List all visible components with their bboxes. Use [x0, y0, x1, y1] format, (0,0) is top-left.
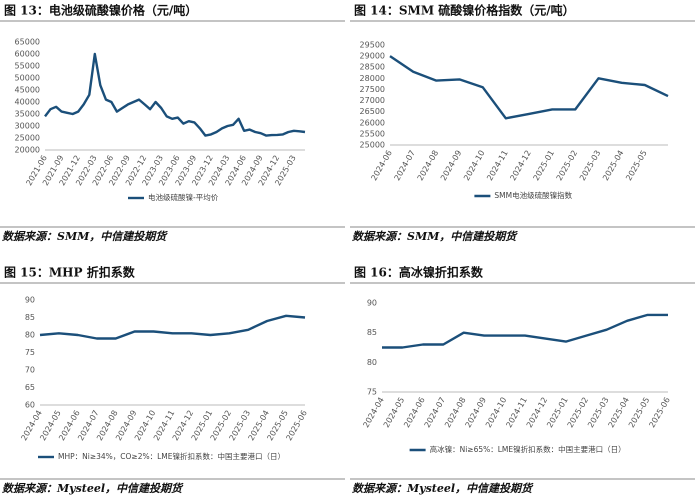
x-tick-label: 2025-04: [601, 149, 626, 182]
y-tick-label: 26500: [360, 107, 385, 116]
y-tick-label: 85: [367, 328, 377, 337]
chart-title: 图 15：MHP 折扣系数: [4, 265, 136, 280]
x-tick-label: 2024-12: [508, 149, 533, 182]
y-tick-label: 28000: [360, 74, 385, 83]
y-tick-label: 65000: [15, 38, 40, 47]
source-note: 数据来源：SMM，中信建投期货: [2, 230, 168, 243]
y-tick-label: 28500: [360, 63, 385, 72]
y-tick-label: 30000: [15, 122, 40, 131]
y-tick-label: 75: [25, 348, 35, 357]
legend-label: SMM电池级硫酸镍指数: [494, 190, 572, 200]
x-tick-label: 2025-02: [555, 149, 580, 182]
y-tick-label: 25500: [360, 129, 385, 138]
legend-label: 高冰镍：Ni≥65%：LME镍折扣系数：中国主要港口（日）: [430, 444, 626, 454]
source-note: 数据来源：Mysteel，中信建投期货: [2, 482, 184, 495]
x-tick-label: 2024-06: [369, 149, 394, 182]
x-tick-label: 2024-08: [416, 149, 441, 182]
y-tick-label: 60000: [15, 50, 40, 59]
y-tick-label: 26000: [360, 118, 385, 127]
y-tick-label: 27500: [360, 85, 385, 94]
x-tick-label: 2024-09: [439, 149, 464, 182]
x-tick-label: 2024-11: [485, 149, 510, 182]
x-tick-label: 2025-01: [532, 149, 557, 182]
y-tick-label: 35000: [15, 110, 40, 119]
series-line: [44, 52, 306, 137]
y-tick-label: 80: [25, 331, 35, 340]
y-tick-label: 50000: [15, 74, 40, 83]
y-tick-label: 45000: [15, 86, 40, 95]
y-tick-label: 75: [367, 388, 377, 397]
series-line: [389, 55, 669, 120]
x-tick-label: 2024-10: [462, 149, 487, 182]
y-tick-label: 55000: [15, 62, 40, 71]
chart-title: 图 13：电池级硫酸镍价格（元/吨）: [4, 3, 197, 18]
y-tick-label: 65: [25, 383, 35, 392]
source-note: 数据来源：Mysteel，中信建投期货: [352, 482, 534, 495]
y-tick-label: 20000: [15, 146, 40, 155]
y-tick-label: 29500: [360, 41, 385, 50]
y-tick-label: 90: [25, 296, 35, 305]
series-line: [39, 314, 306, 340]
y-tick-label: 80: [367, 358, 377, 367]
chart-title: 图 16：高冰镍折扣系数: [354, 265, 484, 280]
y-tick-label: 29000: [360, 52, 385, 61]
x-tick-label: 2025-05: [624, 149, 649, 182]
y-tick-label: 40000: [15, 98, 40, 107]
x-tick-label: 2024-07: [393, 149, 418, 182]
y-tick-label: 90: [367, 299, 377, 308]
x-tick-label: 2025-03: [578, 149, 603, 182]
legend-label: MHP：Ni≥34%，CO≥2%：LME镍折扣系数：中国主要港口（日）: [58, 451, 285, 461]
legend-label: 电池级硫酸镍-平均价: [148, 192, 219, 202]
y-tick-label: 25000: [360, 141, 385, 150]
y-tick-label: 85: [25, 313, 35, 322]
source-note: 数据来源：SMM，中信建投期货: [352, 230, 518, 243]
chart-title: 图 14：SMM 硫酸镍价格指数（元/吨）: [354, 3, 575, 18]
y-tick-label: 27000: [360, 96, 385, 105]
y-tick-label: 60: [25, 401, 35, 410]
y-tick-label: 25000: [15, 134, 40, 143]
y-tick-label: 70: [25, 366, 35, 375]
series-line: [382, 313, 668, 349]
